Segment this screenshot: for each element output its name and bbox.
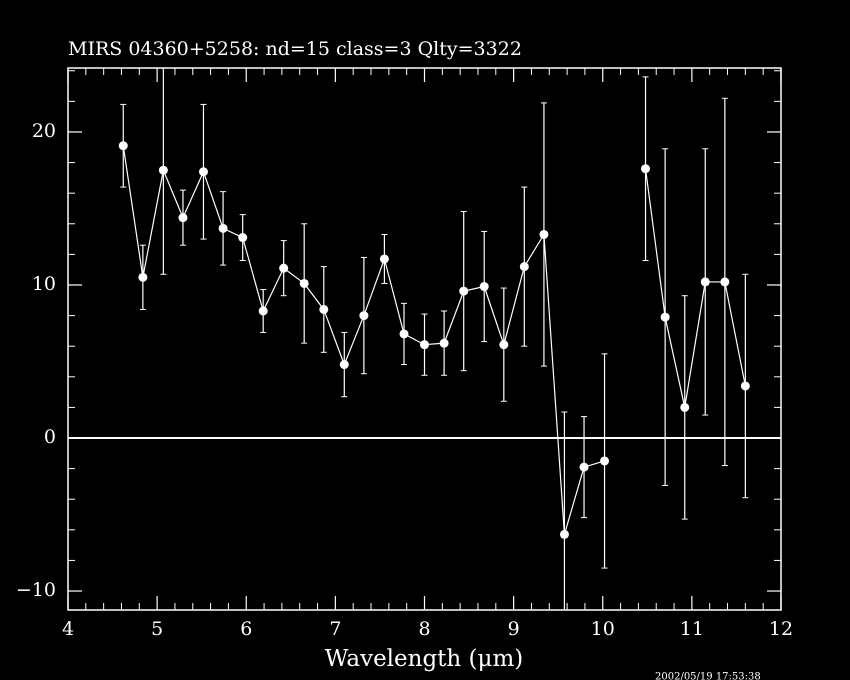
x-tick-label: 11	[680, 618, 704, 640]
data-point	[138, 272, 148, 282]
data-point	[519, 262, 529, 272]
x-tick-label: 7	[329, 618, 341, 640]
data-point	[720, 277, 730, 287]
x-tick-label: 8	[418, 618, 430, 640]
x-axis-label: Wavelength (μm)	[325, 646, 524, 672]
x-tick-label: 10	[591, 618, 615, 640]
data-point	[198, 167, 208, 177]
y-tick-label: 20	[32, 120, 56, 142]
data-point	[118, 141, 128, 151]
data-point	[499, 340, 509, 350]
x-tick-label: 9	[508, 618, 520, 640]
data-point	[339, 360, 349, 370]
x-tick-label: 4	[62, 618, 74, 640]
x-tick-label: 12	[769, 618, 793, 640]
data-point	[258, 306, 268, 316]
data-point	[399, 329, 409, 339]
y-tick-label: 10	[32, 273, 56, 295]
data-point	[379, 254, 389, 264]
data-point	[279, 263, 289, 273]
data-point	[439, 338, 449, 348]
data-point	[218, 223, 228, 233]
data-point	[359, 311, 369, 321]
timestamp: 2002/05/19 17:53:38	[655, 672, 761, 680]
data-point	[559, 529, 569, 539]
x-tick-label: 5	[151, 618, 163, 640]
y-tick-label: −10	[16, 579, 56, 601]
data-point	[579, 462, 589, 472]
data-point	[319, 304, 329, 314]
y-tick-label: 0	[44, 426, 56, 448]
plot-area	[68, 68, 781, 610]
data-point	[158, 165, 168, 175]
data-point	[459, 286, 469, 296]
data-point	[680, 402, 690, 412]
chart-title: MIRS 04360+5258: nd=15 class=3 Qlty=3322	[68, 38, 522, 60]
series-line	[644, 168, 746, 408]
data-point	[700, 277, 710, 287]
data-point	[479, 282, 489, 292]
x-tick-label: 6	[240, 618, 252, 640]
data-point	[299, 278, 309, 288]
data-point	[660, 312, 670, 322]
data-point	[178, 213, 188, 223]
data-point	[740, 381, 750, 391]
data-point	[539, 229, 549, 239]
data-point	[238, 233, 248, 243]
data-point	[420, 340, 429, 350]
data-point	[641, 164, 651, 174]
data-point	[600, 456, 610, 466]
